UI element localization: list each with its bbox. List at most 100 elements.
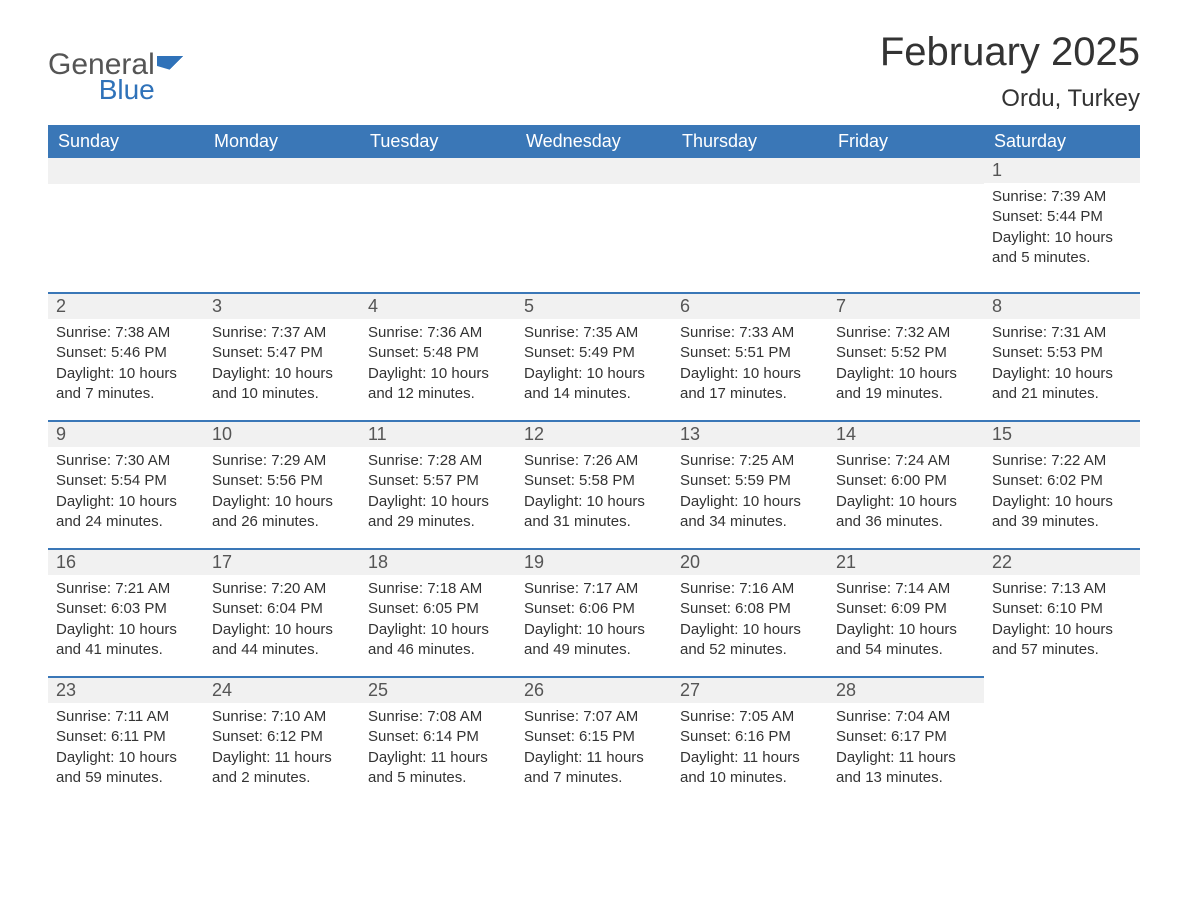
- daylight-line: Daylight: 10 hours and 12 minutes.: [368, 364, 508, 405]
- day-details: Sunrise: 7:39 AMSunset: 5:44 PMDaylight:…: [984, 183, 1140, 276]
- sunrise-line: Sunrise: 7:33 AM: [680, 323, 820, 343]
- month-title: February 2025: [880, 30, 1140, 75]
- day-number: 14: [828, 420, 984, 447]
- day-details: Sunrise: 7:11 AMSunset: 6:11 PMDaylight:…: [48, 703, 204, 796]
- day-number: 25: [360, 676, 516, 703]
- weekday-header: Tuesday: [360, 125, 516, 158]
- sunset-line: Sunset: 6:12 PM: [212, 727, 352, 747]
- calendar-cell: 28Sunrise: 7:04 AMSunset: 6:17 PMDayligh…: [828, 670, 984, 798]
- daylight-line: Daylight: 10 hours and 54 minutes.: [836, 620, 976, 661]
- sunrise-line: Sunrise: 7:29 AM: [212, 451, 352, 471]
- sunrise-line: Sunrise: 7:25 AM: [680, 451, 820, 471]
- sunset-line: Sunset: 5:52 PM: [836, 343, 976, 363]
- sunrise-line: Sunrise: 7:24 AM: [836, 451, 976, 471]
- calendar-table: SundayMondayTuesdayWednesdayThursdayFrid…: [48, 125, 1140, 798]
- weekday-header: Sunday: [48, 125, 204, 158]
- day-details: Sunrise: 7:31 AMSunset: 5:53 PMDaylight:…: [984, 319, 1140, 412]
- day-number: 3: [204, 292, 360, 319]
- weekday-header: Thursday: [672, 125, 828, 158]
- daylight-line: Daylight: 10 hours and 41 minutes.: [56, 620, 196, 661]
- calendar-cell: 4Sunrise: 7:36 AMSunset: 5:48 PMDaylight…: [360, 286, 516, 414]
- day-number: 22: [984, 548, 1140, 575]
- sunrise-line: Sunrise: 7:21 AM: [56, 579, 196, 599]
- calendar-cell: 23Sunrise: 7:11 AMSunset: 6:11 PMDayligh…: [48, 670, 204, 798]
- sunrise-line: Sunrise: 7:05 AM: [680, 707, 820, 727]
- daylight-line: Daylight: 10 hours and 52 minutes.: [680, 620, 820, 661]
- daylight-line: Daylight: 11 hours and 10 minutes.: [680, 748, 820, 789]
- empty-day-bar: [204, 158, 360, 184]
- calendar-cell: 25Sunrise: 7:08 AMSunset: 6:14 PMDayligh…: [360, 670, 516, 798]
- weekday-header: Monday: [204, 125, 360, 158]
- day-number: 2: [48, 292, 204, 319]
- day-details: Sunrise: 7:24 AMSunset: 6:00 PMDaylight:…: [828, 447, 984, 540]
- sunset-line: Sunset: 6:17 PM: [836, 727, 976, 747]
- sunset-line: Sunset: 5:56 PM: [212, 471, 352, 491]
- sunrise-line: Sunrise: 7:26 AM: [524, 451, 664, 471]
- location: Ordu, Turkey: [880, 85, 1140, 113]
- day-number: 8: [984, 292, 1140, 319]
- sunset-line: Sunset: 5:47 PM: [212, 343, 352, 363]
- calendar-cell: 8Sunrise: 7:31 AMSunset: 5:53 PMDaylight…: [984, 286, 1140, 414]
- day-details: Sunrise: 7:33 AMSunset: 5:51 PMDaylight:…: [672, 319, 828, 412]
- sunset-line: Sunset: 6:16 PM: [680, 727, 820, 747]
- calendar-cell: [516, 158, 672, 286]
- sunset-line: Sunset: 5:53 PM: [992, 343, 1132, 363]
- day-details: Sunrise: 7:38 AMSunset: 5:46 PMDaylight:…: [48, 319, 204, 412]
- sunset-line: Sunset: 6:05 PM: [368, 599, 508, 619]
- daylight-line: Daylight: 10 hours and 46 minutes.: [368, 620, 508, 661]
- sunset-line: Sunset: 5:54 PM: [56, 471, 196, 491]
- day-details: Sunrise: 7:26 AMSunset: 5:58 PMDaylight:…: [516, 447, 672, 540]
- day-details: Sunrise: 7:28 AMSunset: 5:57 PMDaylight:…: [360, 447, 516, 540]
- day-details: Sunrise: 7:37 AMSunset: 5:47 PMDaylight:…: [204, 319, 360, 412]
- sunrise-line: Sunrise: 7:08 AM: [368, 707, 508, 727]
- calendar-cell: 15Sunrise: 7:22 AMSunset: 6:02 PMDayligh…: [984, 414, 1140, 542]
- calendar-cell: 6Sunrise: 7:33 AMSunset: 5:51 PMDaylight…: [672, 286, 828, 414]
- daylight-line: Daylight: 10 hours and 31 minutes.: [524, 492, 664, 533]
- daylight-line: Daylight: 10 hours and 49 minutes.: [524, 620, 664, 661]
- sunrise-line: Sunrise: 7:17 AM: [524, 579, 664, 599]
- day-number: 1: [984, 158, 1140, 183]
- daylight-line: Daylight: 11 hours and 2 minutes.: [212, 748, 352, 789]
- day-details: Sunrise: 7:20 AMSunset: 6:04 PMDaylight:…: [204, 575, 360, 668]
- daylight-line: Daylight: 10 hours and 39 minutes.: [992, 492, 1132, 533]
- sunset-line: Sunset: 5:59 PM: [680, 471, 820, 491]
- calendar-cell: 24Sunrise: 7:10 AMSunset: 6:12 PMDayligh…: [204, 670, 360, 798]
- day-number: 27: [672, 676, 828, 703]
- day-number: 28: [828, 676, 984, 703]
- sunrise-line: Sunrise: 7:18 AM: [368, 579, 508, 599]
- sunrise-line: Sunrise: 7:35 AM: [524, 323, 664, 343]
- sunrise-line: Sunrise: 7:13 AM: [992, 579, 1132, 599]
- day-number: 5: [516, 292, 672, 319]
- day-details: Sunrise: 7:05 AMSunset: 6:16 PMDaylight:…: [672, 703, 828, 796]
- daylight-line: Daylight: 10 hours and 57 minutes.: [992, 620, 1132, 661]
- calendar-cell: 26Sunrise: 7:07 AMSunset: 6:15 PMDayligh…: [516, 670, 672, 798]
- sunrise-line: Sunrise: 7:10 AM: [212, 707, 352, 727]
- sunrise-line: Sunrise: 7:28 AM: [368, 451, 508, 471]
- weekday-header: Wednesday: [516, 125, 672, 158]
- sunset-line: Sunset: 6:06 PM: [524, 599, 664, 619]
- sunrise-line: Sunrise: 7:32 AM: [836, 323, 976, 343]
- sunrise-line: Sunrise: 7:11 AM: [56, 707, 196, 727]
- day-details: Sunrise: 7:17 AMSunset: 6:06 PMDaylight:…: [516, 575, 672, 668]
- day-number: 9: [48, 420, 204, 447]
- day-details: Sunrise: 7:29 AMSunset: 5:56 PMDaylight:…: [204, 447, 360, 540]
- sunset-line: Sunset: 5:49 PM: [524, 343, 664, 363]
- calendar-cell: 17Sunrise: 7:20 AMSunset: 6:04 PMDayligh…: [204, 542, 360, 670]
- daylight-line: Daylight: 10 hours and 14 minutes.: [524, 364, 664, 405]
- day-number: 26: [516, 676, 672, 703]
- day-details: Sunrise: 7:32 AMSunset: 5:52 PMDaylight:…: [828, 319, 984, 412]
- calendar-header: SundayMondayTuesdayWednesdayThursdayFrid…: [48, 125, 1140, 158]
- daylight-line: Daylight: 10 hours and 19 minutes.: [836, 364, 976, 405]
- calendar-cell: 21Sunrise: 7:14 AMSunset: 6:09 PMDayligh…: [828, 542, 984, 670]
- calendar-cell: 20Sunrise: 7:16 AMSunset: 6:08 PMDayligh…: [672, 542, 828, 670]
- sunset-line: Sunset: 6:00 PM: [836, 471, 976, 491]
- sunrise-line: Sunrise: 7:31 AM: [992, 323, 1132, 343]
- calendar-cell: [360, 158, 516, 286]
- calendar-cell: 7Sunrise: 7:32 AMSunset: 5:52 PMDaylight…: [828, 286, 984, 414]
- sunset-line: Sunset: 5:57 PM: [368, 471, 508, 491]
- calendar-cell: 9Sunrise: 7:30 AMSunset: 5:54 PMDaylight…: [48, 414, 204, 542]
- sunrise-line: Sunrise: 7:07 AM: [524, 707, 664, 727]
- day-number: 4: [360, 292, 516, 319]
- calendar-body: 1Sunrise: 7:39 AMSunset: 5:44 PMDaylight…: [48, 158, 1140, 798]
- calendar-cell: [672, 158, 828, 286]
